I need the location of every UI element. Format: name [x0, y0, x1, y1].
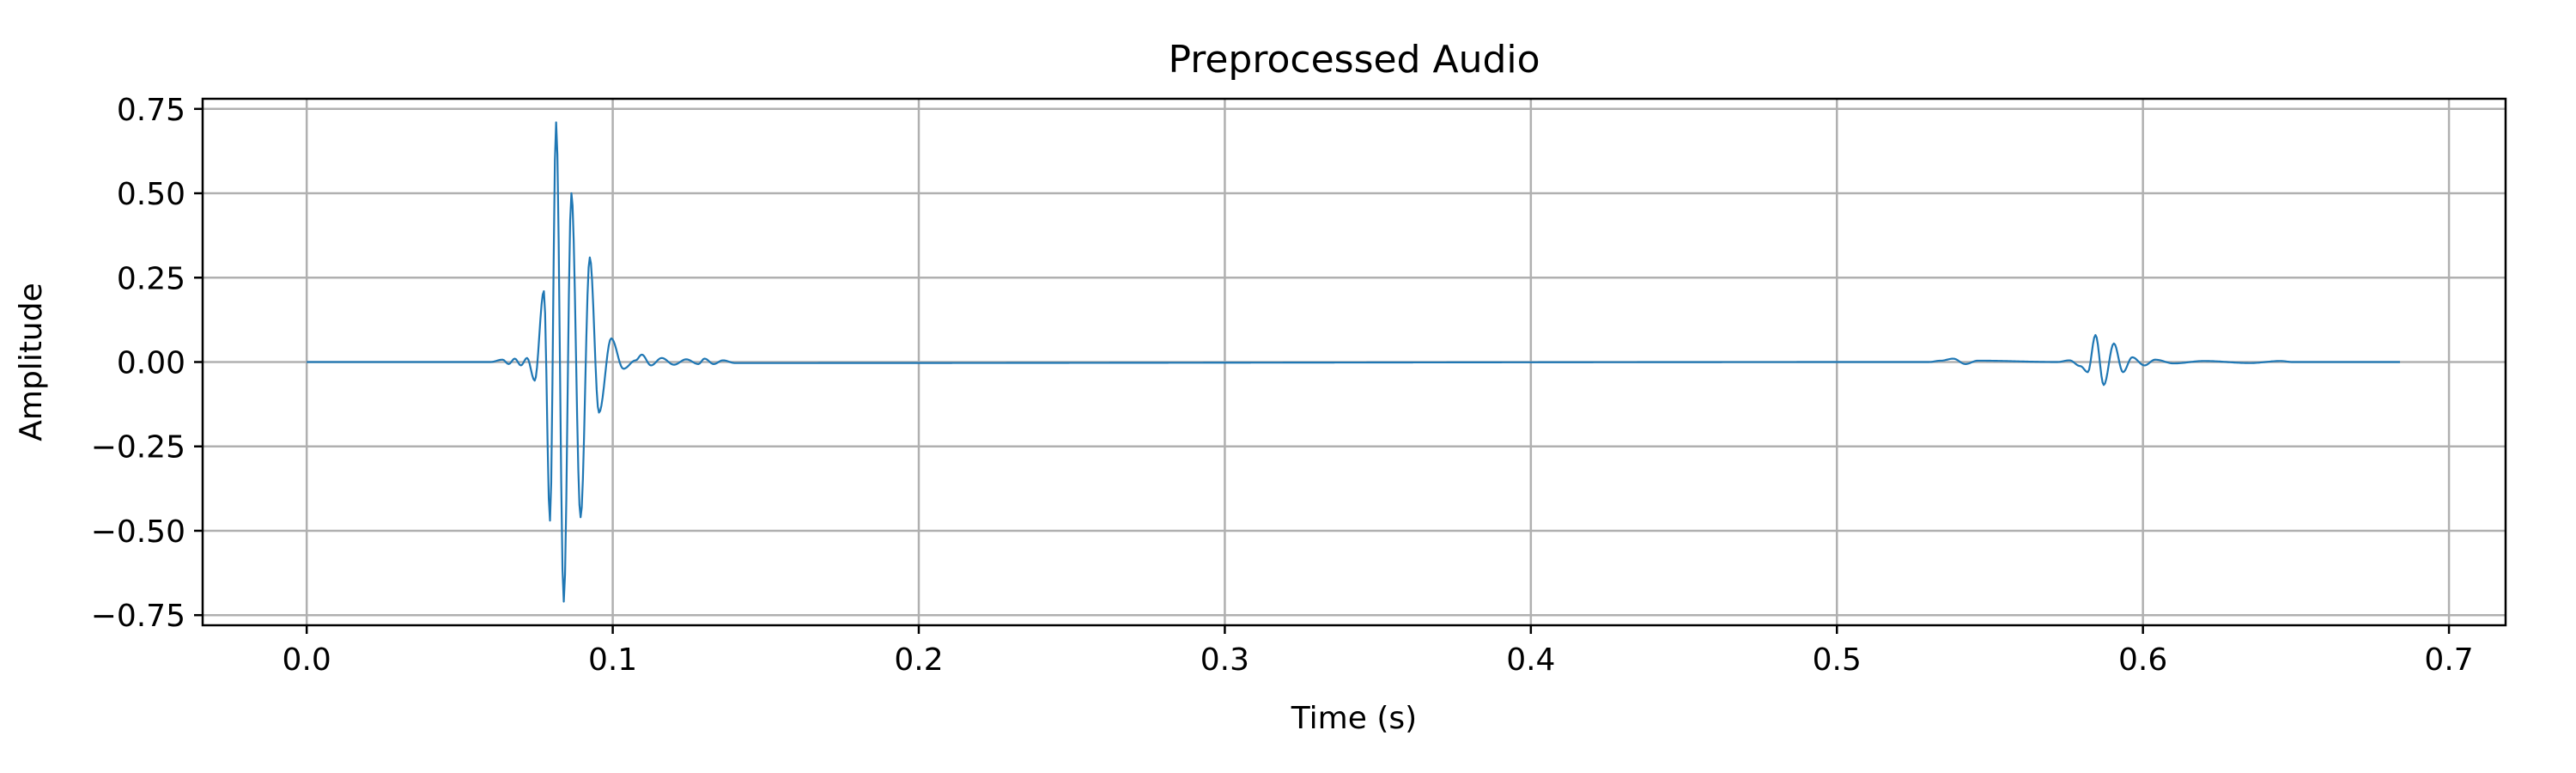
y-tick-label: 0.75 — [117, 93, 185, 128]
y-tick-label: −0.50 — [91, 514, 185, 550]
x-tick-label: 0.4 — [1506, 642, 1555, 678]
y-tick-label: −0.25 — [91, 430, 185, 466]
chart-title: Preprocessed Audio — [1168, 38, 1540, 82]
y-tick-label: 0.00 — [117, 346, 185, 381]
series-layer — [307, 121, 2401, 603]
x-tick-label: 0.6 — [2118, 642, 2167, 678]
y-tick-label: 0.50 — [117, 177, 185, 212]
tick-layer: 0.0 0.1 0.2 0.3 0.4 0.5 0.6 0.7 0.75 0.50 0.25 0.00… — [91, 93, 2474, 678]
x-tick-label: 0.5 — [1813, 642, 1862, 678]
x-tick-label: 0.0 — [283, 642, 331, 678]
x-tick-label: 0.1 — [588, 642, 637, 678]
y-axis-label: Amplitude — [14, 283, 49, 441]
x-tick-label: 0.3 — [1200, 642, 1249, 678]
series-line-waveform — [307, 121, 2401, 603]
x-axis-label: Time (s) — [1291, 701, 1417, 736]
x-tick-label: 0.2 — [894, 642, 943, 678]
y-tick-label: 0.25 — [117, 261, 185, 296]
y-tick-label: −0.75 — [91, 599, 185, 634]
x-tick-label: 0.7 — [2424, 642, 2473, 678]
